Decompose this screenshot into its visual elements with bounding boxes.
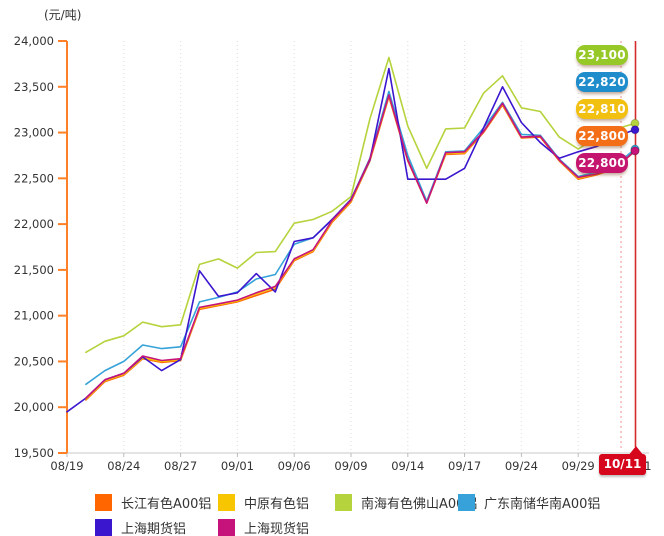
y-tick-label: 20,000 xyxy=(14,400,54,414)
series-line-3 xyxy=(85,90,636,386)
y-tick-label: 23,000 xyxy=(14,126,54,140)
legend-swatch xyxy=(335,493,352,511)
legend-label: 广东南储华南A00铝 xyxy=(484,496,601,512)
x-tick-label: 09/14 xyxy=(391,459,424,473)
legend-item-0[interactable]: 长江有色A00铝 xyxy=(95,492,211,512)
x-tick-label: 09/06 xyxy=(278,459,311,473)
y-tick-label: 20,500 xyxy=(14,354,54,368)
x-tick-label: 08/19 xyxy=(50,459,83,473)
legend-label: 南海有色佛山A00铝 xyxy=(361,496,478,512)
series-line-2 xyxy=(85,56,636,354)
legend-item-2[interactable]: 南海有色佛山A00铝 xyxy=(335,492,477,512)
legend-swatch xyxy=(218,493,235,511)
end-value-badge: 23,100 xyxy=(576,45,628,65)
legend-swatch xyxy=(95,493,112,511)
series-line-0 xyxy=(85,96,636,401)
end-value-badge: 22,810 xyxy=(576,99,628,119)
legend-label: 上海期货铝 xyxy=(121,521,187,536)
y-tick-label: 22,500 xyxy=(14,171,54,185)
legend-item-3[interactable]: 广东南储华南A00铝 xyxy=(458,492,600,512)
end-value-badge: 22,800 xyxy=(576,153,628,173)
x-tick-label: 08/24 xyxy=(107,459,140,473)
y-tick-label: 23,500 xyxy=(14,80,54,94)
legend-item-4[interactable]: 上海期货铝 xyxy=(95,517,186,536)
legend-item-5[interactable]: 上海现货铝 xyxy=(218,517,309,536)
legend-swatch xyxy=(218,518,235,536)
legend-swatch xyxy=(95,518,112,536)
highlight-date-badge: 10/11 xyxy=(599,454,646,475)
x-tick-label: 09/17 xyxy=(448,459,481,473)
x-tick-label: 09/09 xyxy=(334,459,367,473)
highlight-date-label: 10/11 xyxy=(603,457,642,471)
x-tick-label: 09/01 xyxy=(221,459,254,473)
y-tick-label: 21,000 xyxy=(14,309,54,323)
series-line-5 xyxy=(85,94,636,399)
legend-item-1[interactable]: 中原有色铝 xyxy=(218,492,309,512)
legend-swatch xyxy=(458,493,475,511)
legend-label: 长江有色A00铝 xyxy=(121,496,212,512)
y-tick-label: 24,000 xyxy=(14,34,54,48)
y-axis-unit-label: (元/吨) xyxy=(44,8,82,22)
x-tick-label: 09/24 xyxy=(505,459,538,473)
y-tick-label: 21,500 xyxy=(14,263,54,277)
crosshair-arrow xyxy=(628,446,644,456)
series-end-dot-4 xyxy=(630,125,640,135)
x-tick-label: 09/29 xyxy=(562,459,595,473)
end-value-badge: 22,820 xyxy=(576,72,628,92)
series-line-1 xyxy=(85,95,636,400)
series-end-dot-5 xyxy=(630,146,640,156)
end-value-badge: 22,800 xyxy=(576,126,628,146)
y-tick-label: 22,000 xyxy=(14,217,54,231)
x-tick-label: 08/27 xyxy=(164,459,197,473)
legend-label: 中原有色铝 xyxy=(244,496,310,512)
y-tick-label: 19,500 xyxy=(14,446,54,460)
legend-label: 上海现货铝 xyxy=(244,521,310,536)
